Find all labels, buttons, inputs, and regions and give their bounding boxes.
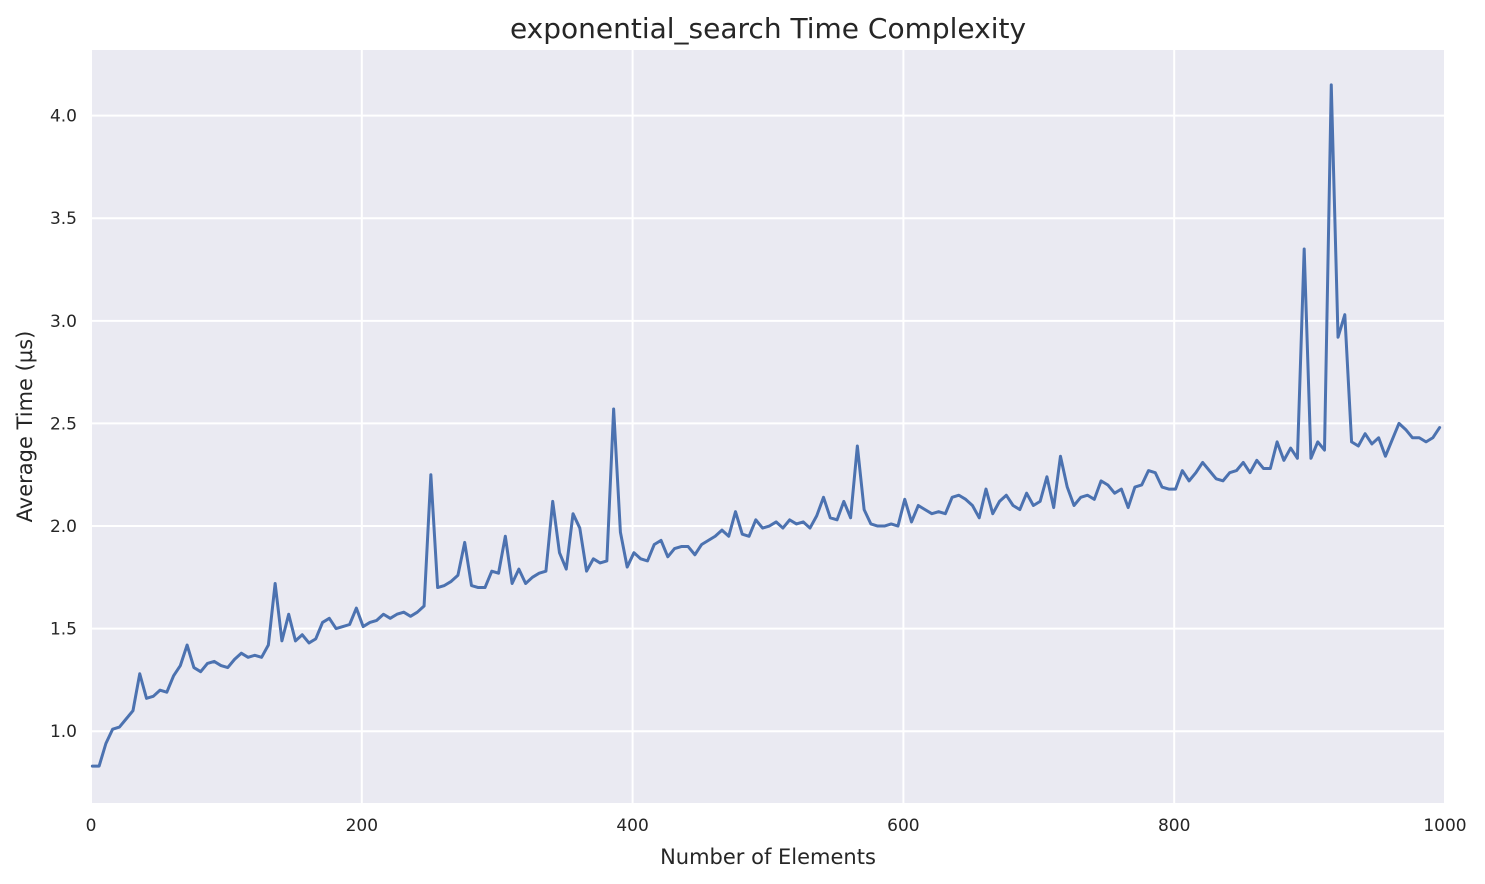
- y-axis-label: Average Time (µs): [13, 331, 37, 523]
- y-tick-label: 4.0: [50, 107, 77, 127]
- chart-title: exponential_search Time Complexity: [510, 12, 1026, 45]
- y-tick-label: 3.0: [50, 312, 77, 332]
- x-tick-label: 400: [616, 816, 648, 836]
- series-layer: [90, 83, 1442, 768]
- series-line: [90, 83, 1442, 768]
- x-tick-label: 0: [86, 816, 97, 836]
- y-tick-label: 1.5: [50, 620, 77, 640]
- x-tick-label: 600: [887, 816, 919, 836]
- y-tick-label: 2.5: [50, 414, 77, 434]
- x-tick-label: 800: [1158, 816, 1190, 836]
- y-tick-label: 1.0: [50, 722, 77, 742]
- y-tick-label: 3.5: [50, 209, 77, 229]
- x-tick-label: 1000: [1423, 816, 1466, 836]
- x-tick-label: 200: [346, 816, 378, 836]
- plot-background: [91, 50, 1445, 803]
- tick-label-layer: 0 200 400 600 800 1000 1.0 1.5 2.0 2.5 3.0 3.5 4.0: [50, 107, 1467, 836]
- y-tick-label: 2.0: [50, 517, 77, 537]
- x-axis-label: Number of Elements: [660, 845, 876, 869]
